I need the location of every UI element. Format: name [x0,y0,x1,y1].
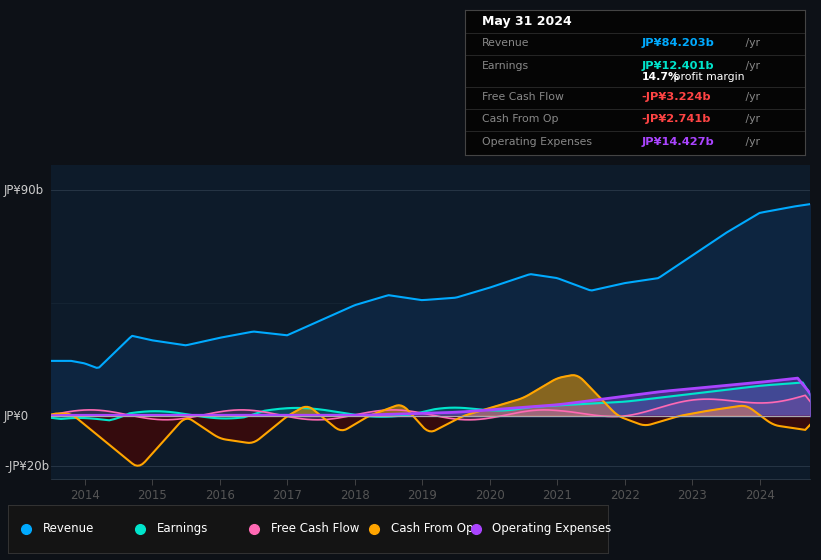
Text: Cash From Op: Cash From Op [391,522,473,535]
Text: JP¥84.203b: JP¥84.203b [642,38,715,48]
Text: profit margin: profit margin [670,72,745,82]
Text: 14.7%: 14.7% [642,72,680,82]
Text: /yr: /yr [742,60,760,71]
Text: Free Cash Flow: Free Cash Flow [271,522,359,535]
Text: JP¥12.401b: JP¥12.401b [642,60,714,71]
Text: /yr: /yr [742,114,760,124]
Text: Earnings: Earnings [482,60,529,71]
Text: May 31 2024: May 31 2024 [482,15,571,27]
Text: -JP¥20b: -JP¥20b [4,460,49,473]
Text: /yr: /yr [742,137,760,147]
Text: -JP¥3.224b: -JP¥3.224b [642,92,712,102]
Text: /yr: /yr [742,38,760,48]
Text: Earnings: Earnings [157,522,209,535]
Text: Revenue: Revenue [43,522,94,535]
Text: /yr: /yr [742,92,760,102]
Text: Free Cash Flow: Free Cash Flow [482,92,563,102]
Text: Revenue: Revenue [482,38,530,48]
Text: Operating Expenses: Operating Expenses [493,522,612,535]
Text: JP¥0: JP¥0 [4,409,30,423]
Text: Operating Expenses: Operating Expenses [482,137,592,147]
Text: JP¥14.427b: JP¥14.427b [642,137,714,147]
Text: JP¥90b: JP¥90b [4,184,44,197]
Text: -JP¥2.741b: -JP¥2.741b [642,114,711,124]
Text: Cash From Op: Cash From Op [482,114,558,124]
